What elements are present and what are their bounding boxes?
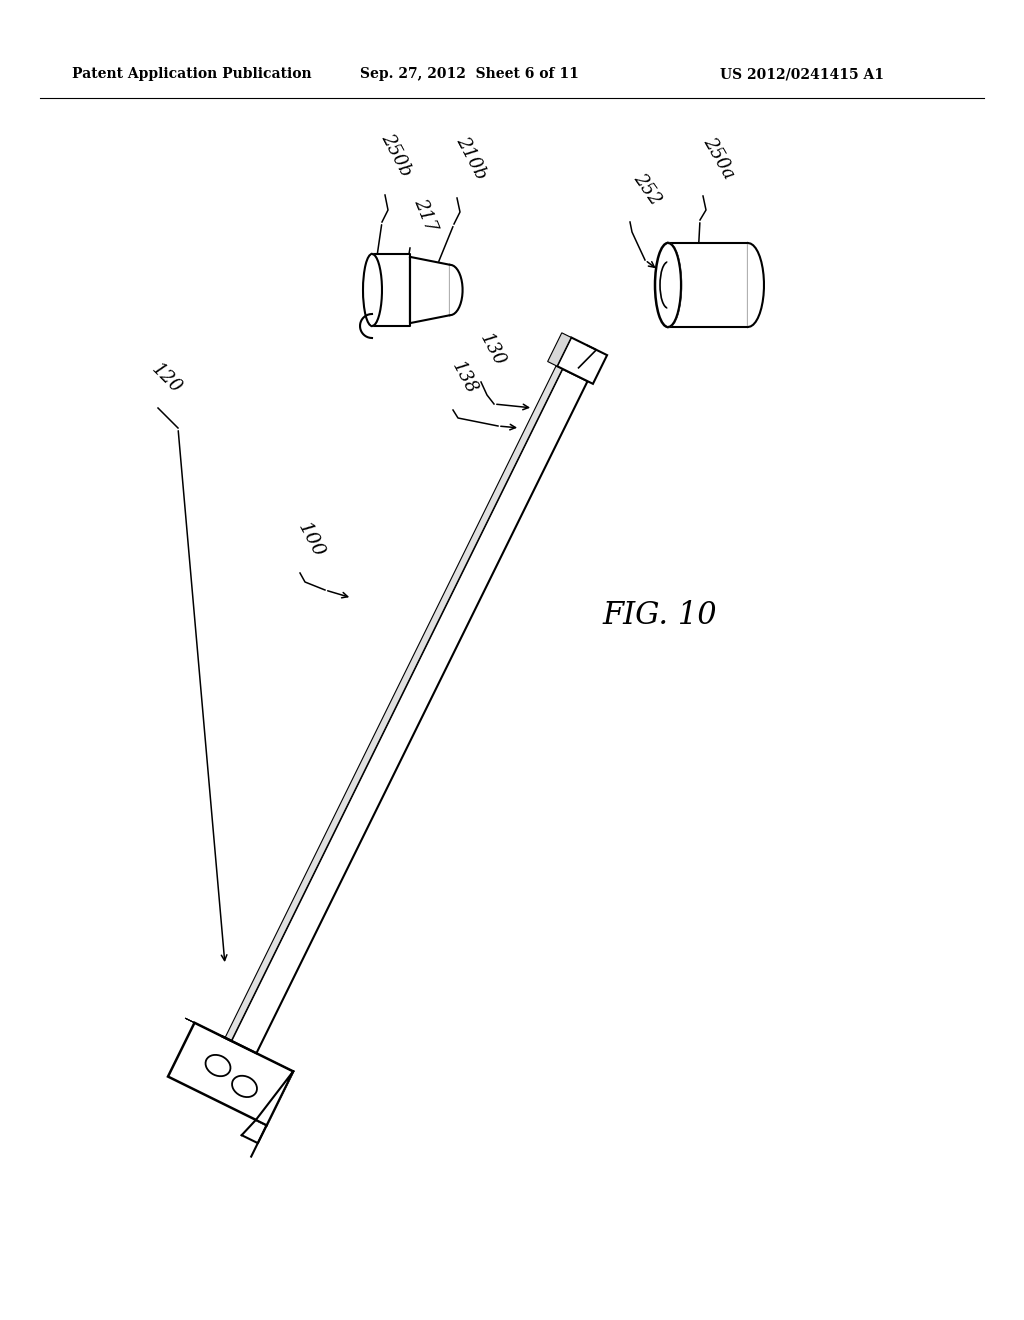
- Text: 100: 100: [294, 520, 328, 561]
- Text: Sep. 27, 2012  Sheet 6 of 11: Sep. 27, 2012 Sheet 6 of 11: [360, 67, 579, 81]
- Ellipse shape: [206, 1055, 230, 1076]
- Text: 120: 120: [148, 360, 185, 397]
- Ellipse shape: [655, 243, 681, 327]
- Polygon shape: [168, 1023, 293, 1125]
- Polygon shape: [668, 243, 748, 327]
- Polygon shape: [668, 243, 681, 327]
- Text: 130: 130: [476, 330, 508, 370]
- Text: Patent Application Publication: Patent Application Publication: [72, 67, 311, 81]
- Ellipse shape: [232, 1076, 257, 1097]
- Text: FIG. 10: FIG. 10: [603, 599, 718, 631]
- Polygon shape: [372, 253, 410, 326]
- Polygon shape: [557, 338, 607, 384]
- Polygon shape: [450, 265, 463, 315]
- Text: 210b: 210b: [453, 133, 490, 182]
- Polygon shape: [410, 257, 450, 323]
- Text: US 2012/0241415 A1: US 2012/0241415 A1: [720, 67, 884, 81]
- Polygon shape: [256, 1072, 293, 1125]
- Text: 250a: 250a: [700, 133, 738, 182]
- Polygon shape: [185, 1018, 293, 1072]
- Polygon shape: [372, 253, 382, 326]
- Text: 252: 252: [630, 170, 665, 209]
- Ellipse shape: [362, 253, 381, 326]
- Text: 250b: 250b: [378, 129, 416, 180]
- Text: 217: 217: [410, 195, 439, 234]
- Polygon shape: [748, 243, 764, 327]
- Text: 138: 138: [449, 358, 480, 397]
- Polygon shape: [216, 366, 562, 1059]
- Ellipse shape: [660, 261, 676, 308]
- Polygon shape: [548, 333, 571, 366]
- Polygon shape: [222, 368, 588, 1072]
